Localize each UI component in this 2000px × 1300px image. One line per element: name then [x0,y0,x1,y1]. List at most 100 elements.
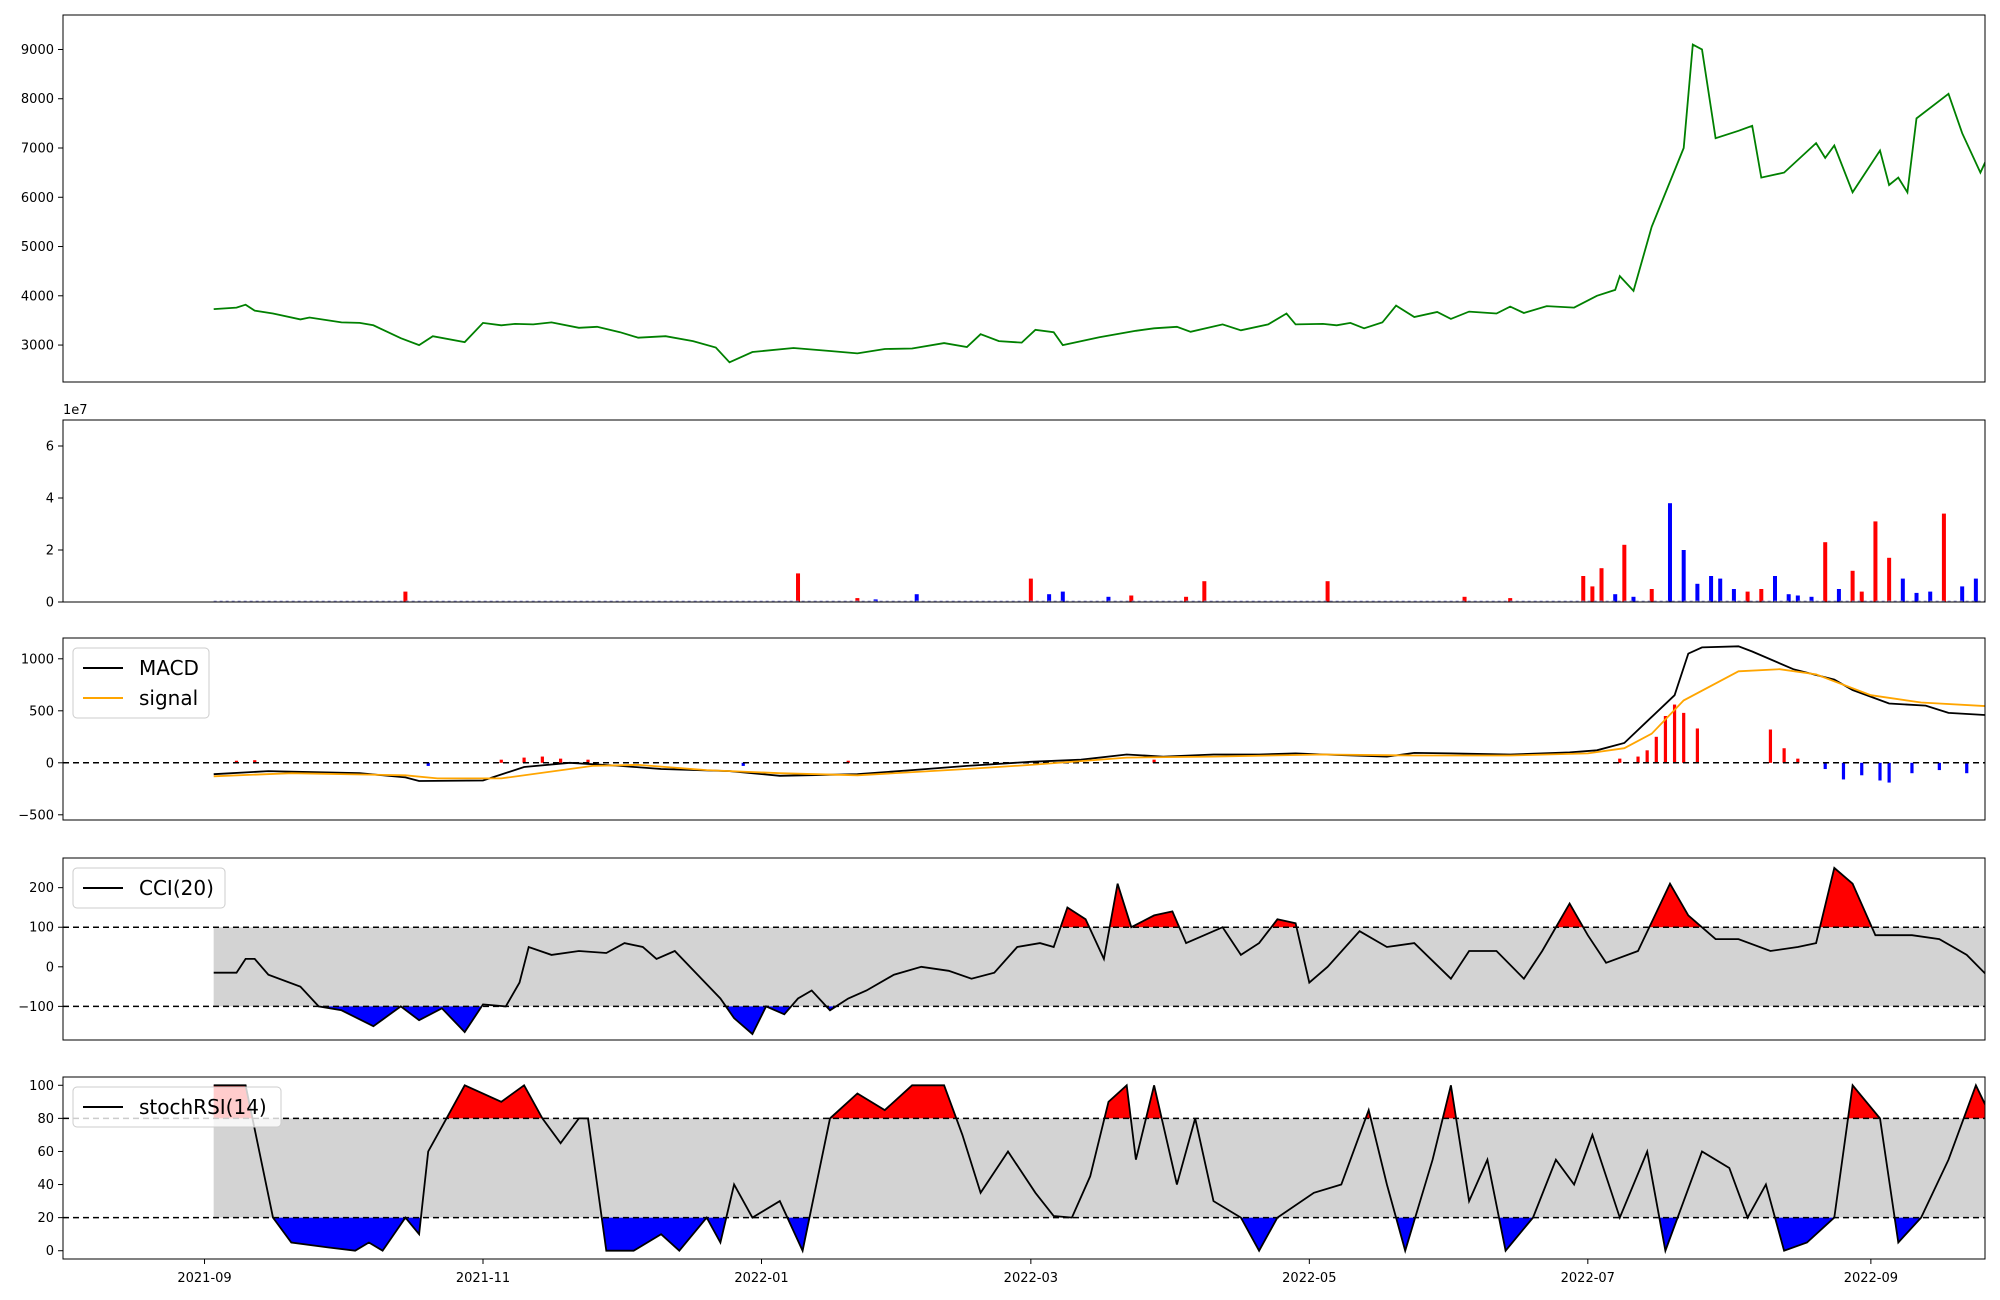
y-tick-label: 0 [46,596,54,611]
y-tick-label: 100 [29,921,54,936]
macd-histogram-bar [1878,762,1882,781]
axes-frame [62,637,1986,821]
panel-macd: −500 0 500 1000 MACD signal [18,637,1986,823]
volume-bar [1129,595,1134,602]
macd-histogram-bar [522,757,526,763]
volume-bar [1772,576,1777,602]
x-tick-label: 2022-03 [1004,1271,1058,1286]
volume-bar [1718,578,1723,602]
volume-bar [1060,591,1065,602]
y-tick-label: 500 [29,704,54,719]
volume-bar [1681,550,1686,602]
x-tick-label: 2022-07 [1561,1271,1615,1286]
y-tick-label: 2 [46,544,54,559]
y-tick-label: 5000 [21,240,54,255]
macd-histogram-bar [1672,704,1677,763]
plot-area [213,43,1985,364]
volume-bar [1759,589,1764,602]
y-tick-label: 200 [29,881,54,896]
volume-bar [1649,589,1654,602]
legend: stochRSI(14) [72,1086,282,1128]
volume-bar [1873,521,1878,602]
overbought-fill [1060,867,1872,928]
volume-bar [1622,544,1627,602]
volume-bar [1581,576,1586,602]
macd-histogram-bar [1618,758,1622,763]
plot-area [213,503,1985,602]
series-line-macd [213,645,1985,782]
macd-histogram-bar [1152,759,1156,763]
macd-histogram-bar [741,762,745,766]
y-tick-label: 6000 [21,191,54,206]
volume-bar [1836,589,1841,602]
macd-histogram-bar [559,758,563,763]
macd-histogram-bar [234,760,239,763]
x-tick-label: 2022-05 [1282,1271,1336,1286]
volume-bar [1325,581,1330,602]
x-tick-label: 2021-09 [177,1271,231,1286]
legend-label: signal [139,686,198,710]
volume-bar [1709,576,1714,602]
legend: CCI(20) [72,867,226,909]
volume-bar [855,598,860,602]
volume-bar [1859,591,1864,602]
macd-histogram-bar [426,762,430,766]
legend-box [72,1086,282,1128]
volume-bar [1631,596,1636,602]
volume-bar [1823,542,1828,602]
macd-histogram-bar [1782,748,1786,763]
macd-histogram-bar [499,759,503,763]
panel-stochrsi: 0 20 40 60 80 100 stochRSI(14) 2021-09 2021-11 20… [29,1076,1986,1286]
y-tick-label: 7000 [21,142,54,157]
volume-bar [914,594,919,602]
y-tick-label: 0 [46,960,54,975]
y-tick-label: 4 [46,492,54,507]
axes-frame [62,1076,1986,1260]
y-tick-label: 20 [37,1211,54,1226]
volume-bar [1202,581,1207,602]
volume-bar [1184,596,1189,602]
y-tick-label: 9000 [21,43,54,58]
y-tick-label: 0 [46,756,54,771]
x-tick-label: 2022-01 [734,1271,788,1286]
volume-bar [1928,591,1933,602]
y-tick-label: 40 [37,1178,54,1193]
volume-bar [1795,595,1800,602]
macd-histogram-bar [1654,736,1658,763]
y-tick-label: −100 [18,1000,54,1015]
series-line-stochrsi [213,1082,1985,1255]
volume-bar [1047,594,1052,602]
legend-box [72,647,210,719]
volume-bar [1745,591,1750,602]
macd-histogram-bar [1768,729,1773,763]
axes-frame [62,14,1986,383]
y-tick-label: 0 [46,1244,54,1259]
x-tick-label: 2021-11 [456,1271,510,1286]
volume-bar [1914,592,1919,602]
panel-price: 3000 4000 5000 6000 7000 8000 9000 [21,14,1986,383]
series-line-cci [213,866,1985,1036]
volume-bar [1695,583,1700,602]
volume-bar [1887,557,1892,602]
volume-bar [1809,596,1814,602]
oversold-fill [318,1006,837,1035]
y-tick-label: 100 [29,1079,54,1094]
macd-histogram-bar [586,759,590,763]
panels: 300040005000600070008000900002461e7−5000… [18,14,1986,1286]
volume-bar [1599,568,1604,602]
plot-area [63,1082,1985,1255]
legend-label: stochRSI(14) [139,1095,267,1119]
volume-bar [1106,596,1111,602]
volume-bar [1850,570,1855,602]
x-tick-label: 2022-09 [1844,1271,1898,1286]
volume-bar [1731,589,1736,602]
macd-histogram-bar [1910,762,1914,774]
volume-bar [1590,586,1595,602]
series-line-signal [213,668,1985,780]
volume-bar [1786,594,1791,602]
legend-box [72,867,226,909]
legend-label: MACD [139,656,199,680]
macd-histogram-bar [1695,728,1699,763]
volume-bar [1613,594,1618,602]
